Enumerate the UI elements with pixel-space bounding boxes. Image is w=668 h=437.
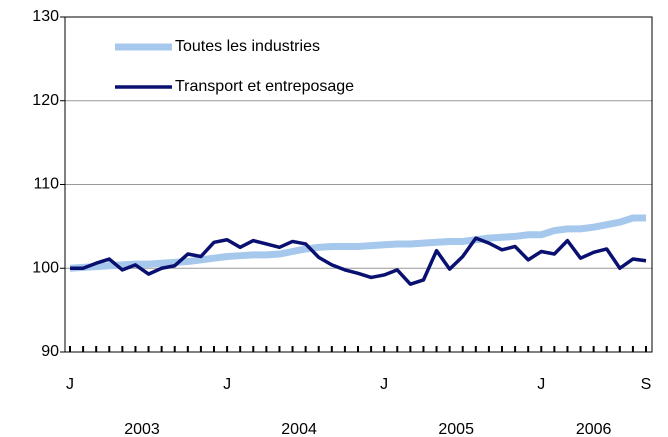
year-label: 2006 <box>576 421 612 437</box>
y-tick-label: 110 <box>33 176 59 193</box>
x-tick-label: J <box>223 376 231 393</box>
x-tick-label: J <box>380 376 388 393</box>
legend-label: Transport et entreposage <box>175 78 354 95</box>
y-tick-label: 100 <box>32 259 59 276</box>
x-tick-label: J <box>66 376 74 393</box>
x-tick-label: S <box>641 376 652 393</box>
series-line <box>69 214 646 272</box>
year-label: 2004 <box>281 421 317 437</box>
y-tick-label: 90 <box>41 343 59 360</box>
year-label: 2003 <box>124 421 160 437</box>
y-tick-label: 120 <box>32 92 59 109</box>
legend-label: Toutes les industries <box>175 38 320 55</box>
y-tick-label: 130 <box>32 8 59 25</box>
x-tick-label: J <box>537 376 545 393</box>
series-line <box>70 236 647 286</box>
year-label: 2005 <box>438 421 474 437</box>
